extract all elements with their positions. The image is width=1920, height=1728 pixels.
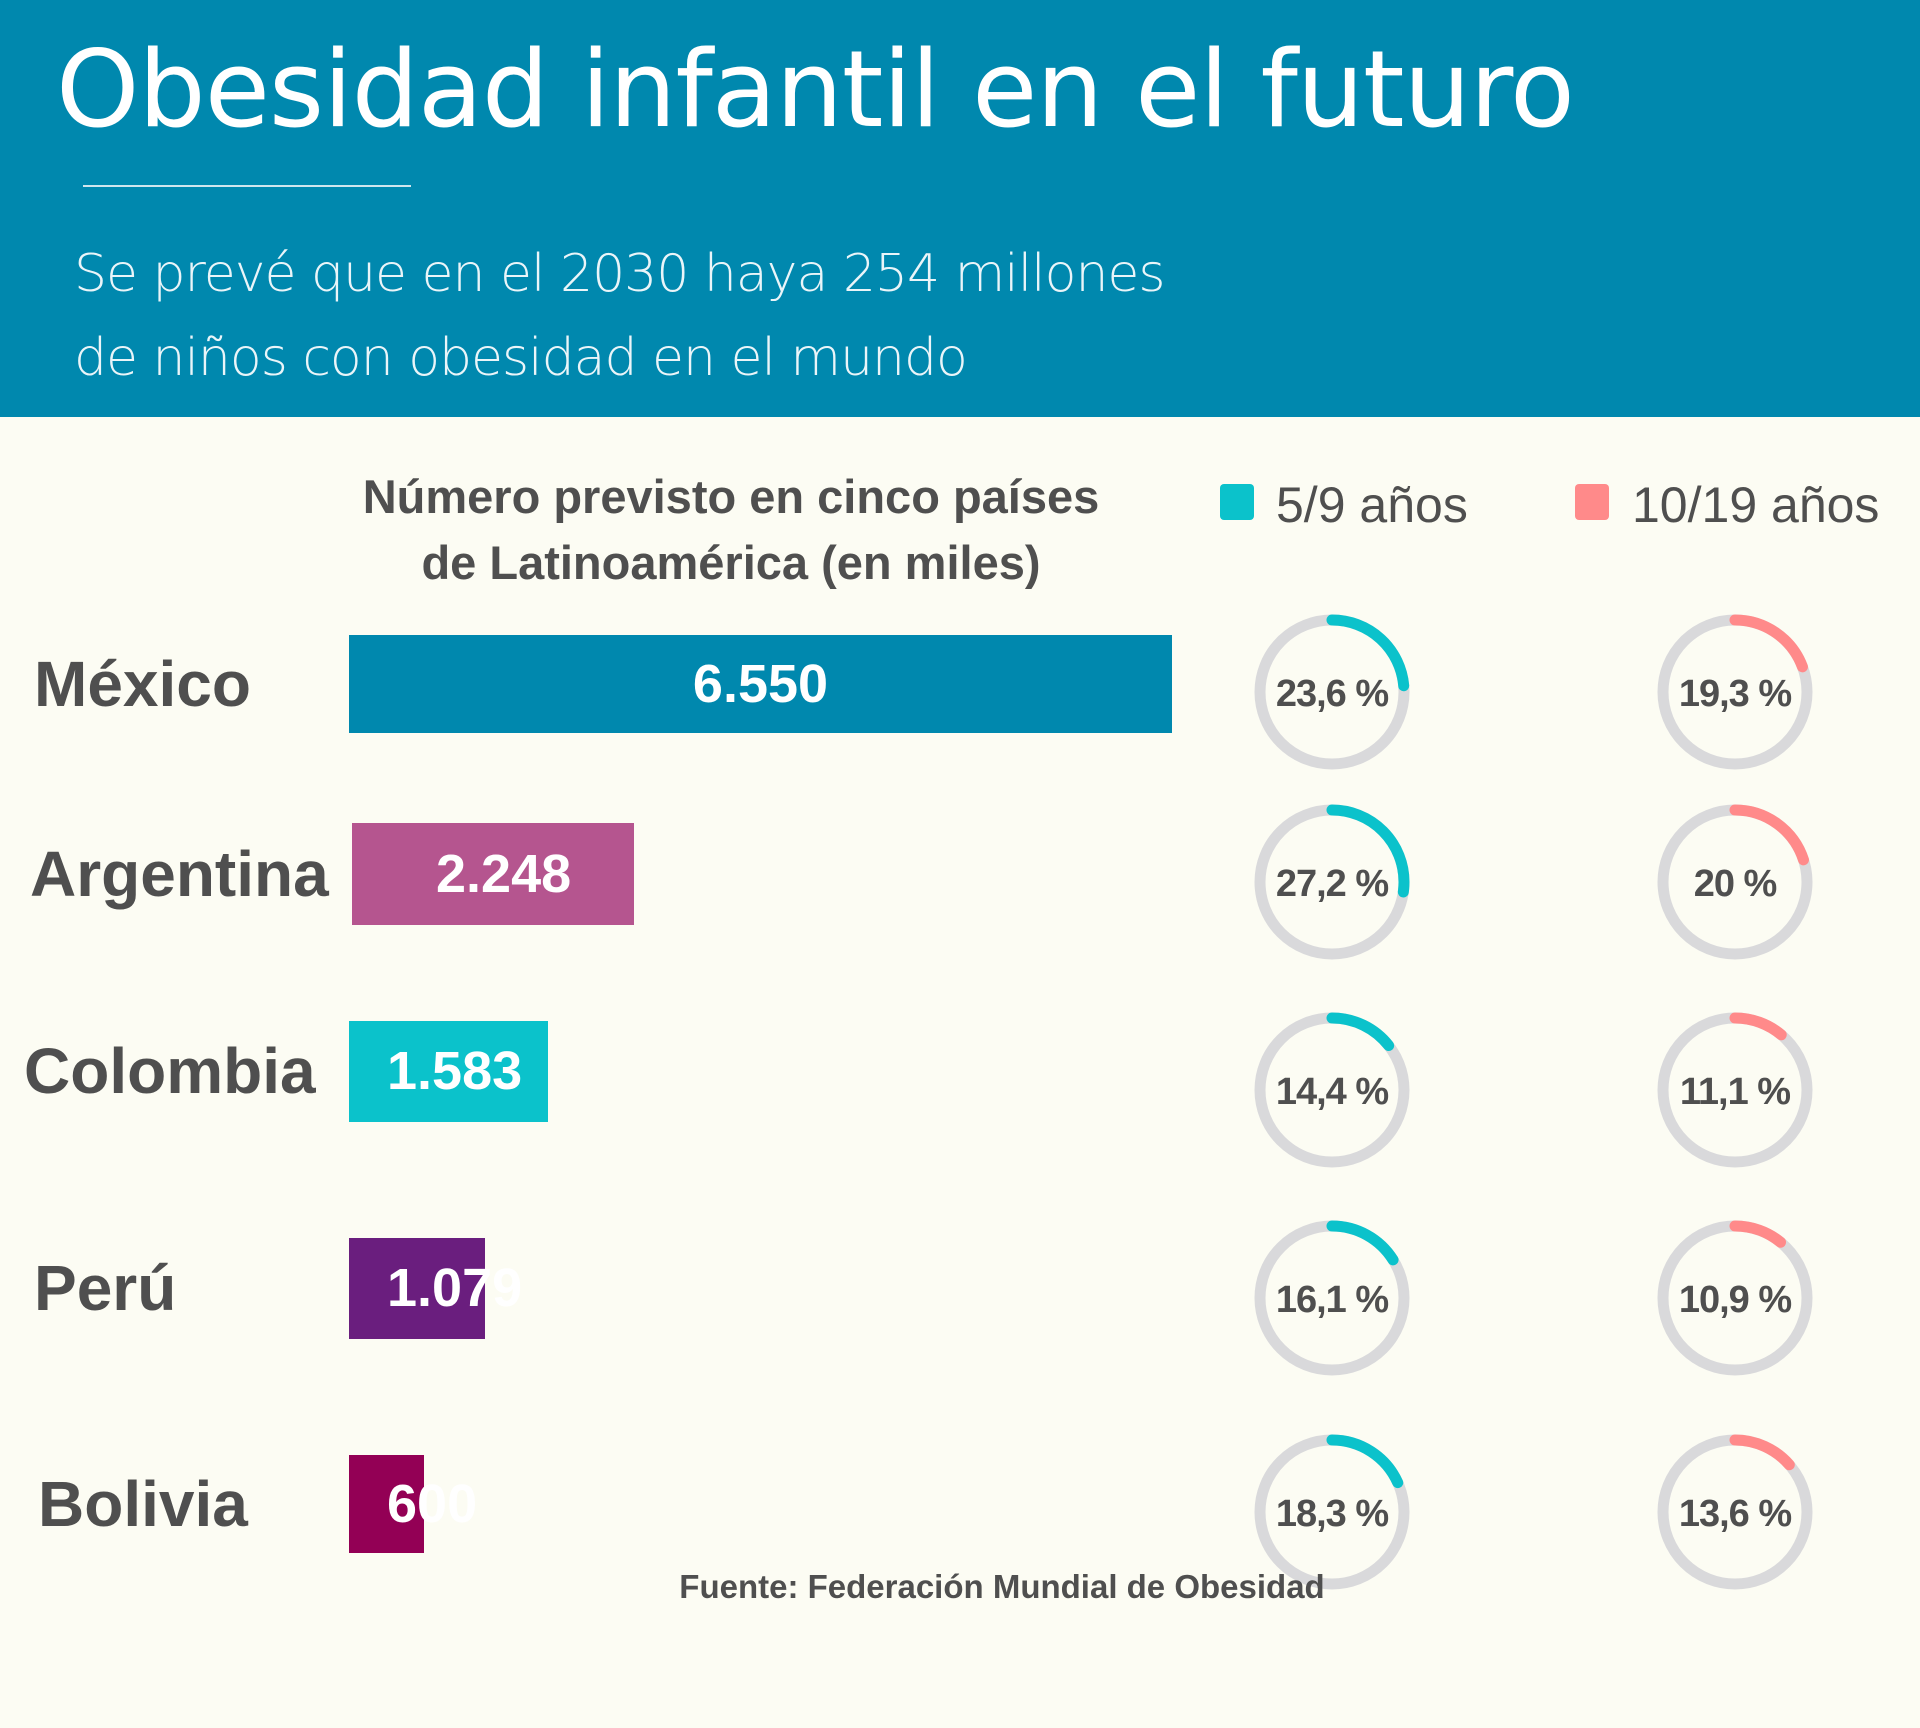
country-label: Bolivia xyxy=(38,1468,248,1540)
donut-arc xyxy=(1254,1434,1410,1590)
bar-value-label: 1.583 xyxy=(387,1041,523,1101)
donut-10-19: 20 % xyxy=(1657,804,1813,960)
chart-title-line: Número previsto en cinco países xyxy=(362,470,1100,523)
bar: 2.248 xyxy=(352,823,635,925)
donut-arc xyxy=(1254,614,1410,770)
page-title: Obesidad infantil en el futuro xyxy=(56,28,1575,151)
country-label: Argentina xyxy=(30,838,329,910)
bar-value-label: 2.248 xyxy=(436,844,572,904)
chart-title-line: de Latinoamérica (en miles) xyxy=(421,536,1041,589)
donut-10-19: 11,1 % xyxy=(1657,1012,1813,1168)
donut-arc xyxy=(1657,1434,1813,1590)
donut-arc xyxy=(1657,804,1813,960)
bar-value-label: 600 xyxy=(387,1474,478,1534)
donut-5-9: 23,6 % xyxy=(1254,614,1410,770)
donut-10-19: 13,6 % xyxy=(1657,1434,1813,1590)
subtitle-line: Se prevé que en el 2030 haya 254 millone… xyxy=(74,244,1165,304)
donut-value-label: 27,2 % xyxy=(1276,863,1389,905)
donut-value-label: 23,6 % xyxy=(1276,673,1389,715)
donut-arc xyxy=(1254,804,1410,960)
donut-value-label: 10,9 % xyxy=(1679,1279,1792,1321)
donut-arc xyxy=(1657,1220,1813,1376)
donut-value-label: 11,1 % xyxy=(1680,1071,1790,1113)
donut-value-label: 20 % xyxy=(1694,863,1777,905)
donut-5-9: 18,3 % xyxy=(1254,1434,1410,1590)
bar-value-label: 1.079 xyxy=(387,1258,523,1318)
legend-swatch-10-19 xyxy=(1575,484,1609,520)
country-label: México xyxy=(34,648,251,720)
donut-value-label: 14,4 % xyxy=(1276,1071,1389,1113)
legend-swatch-5-9 xyxy=(1220,484,1254,520)
donut-5-9: 16,1 % xyxy=(1254,1220,1410,1376)
bar-chart-title: Número previsto en cinco países de Latin… xyxy=(300,464,1162,596)
donut-value-label: 18,3 % xyxy=(1276,1493,1389,1535)
bar: 6.550 xyxy=(349,635,1172,733)
page-subtitle: Se prevé que en el 2030 haya 254 millone… xyxy=(74,232,1165,400)
donut-10-19: 19,3 % xyxy=(1657,614,1813,770)
legend-label-5-9: 5/9 años xyxy=(1276,477,1468,533)
title-divider xyxy=(83,185,411,187)
legend-label-10-19: 10/19 años xyxy=(1632,477,1880,533)
bar-value-label: 6.550 xyxy=(692,654,829,714)
country-label: Colombia xyxy=(24,1035,316,1107)
donut-10-19: 10,9 % xyxy=(1657,1220,1813,1376)
subtitle-line: de niños con obesidad en el mundo xyxy=(74,328,968,388)
donut-arc xyxy=(1254,1220,1410,1376)
donut-value-label: 13,6 % xyxy=(1679,1493,1792,1535)
donut-value-label: 16,1 % xyxy=(1276,1279,1389,1321)
bar: 600 xyxy=(349,1455,477,1553)
country-label: Perú xyxy=(34,1252,177,1324)
source-footer: Fuente: Federación Mundial de Obesidad xyxy=(679,1568,1325,1605)
bar: 1.079 xyxy=(349,1237,522,1339)
header-banner: Obesidad infantil en el futuro Se prevé … xyxy=(0,0,1920,417)
donut-5-9: 27,2 % xyxy=(1254,804,1410,960)
bar: 1.583 xyxy=(349,1020,548,1122)
donut-arc xyxy=(1657,1012,1813,1168)
donut-arc xyxy=(1254,1012,1410,1168)
donut-arc xyxy=(1657,614,1813,770)
donut-5-9: 14,4 % xyxy=(1254,1012,1410,1168)
donut-value-label: 19,3 % xyxy=(1679,673,1792,715)
